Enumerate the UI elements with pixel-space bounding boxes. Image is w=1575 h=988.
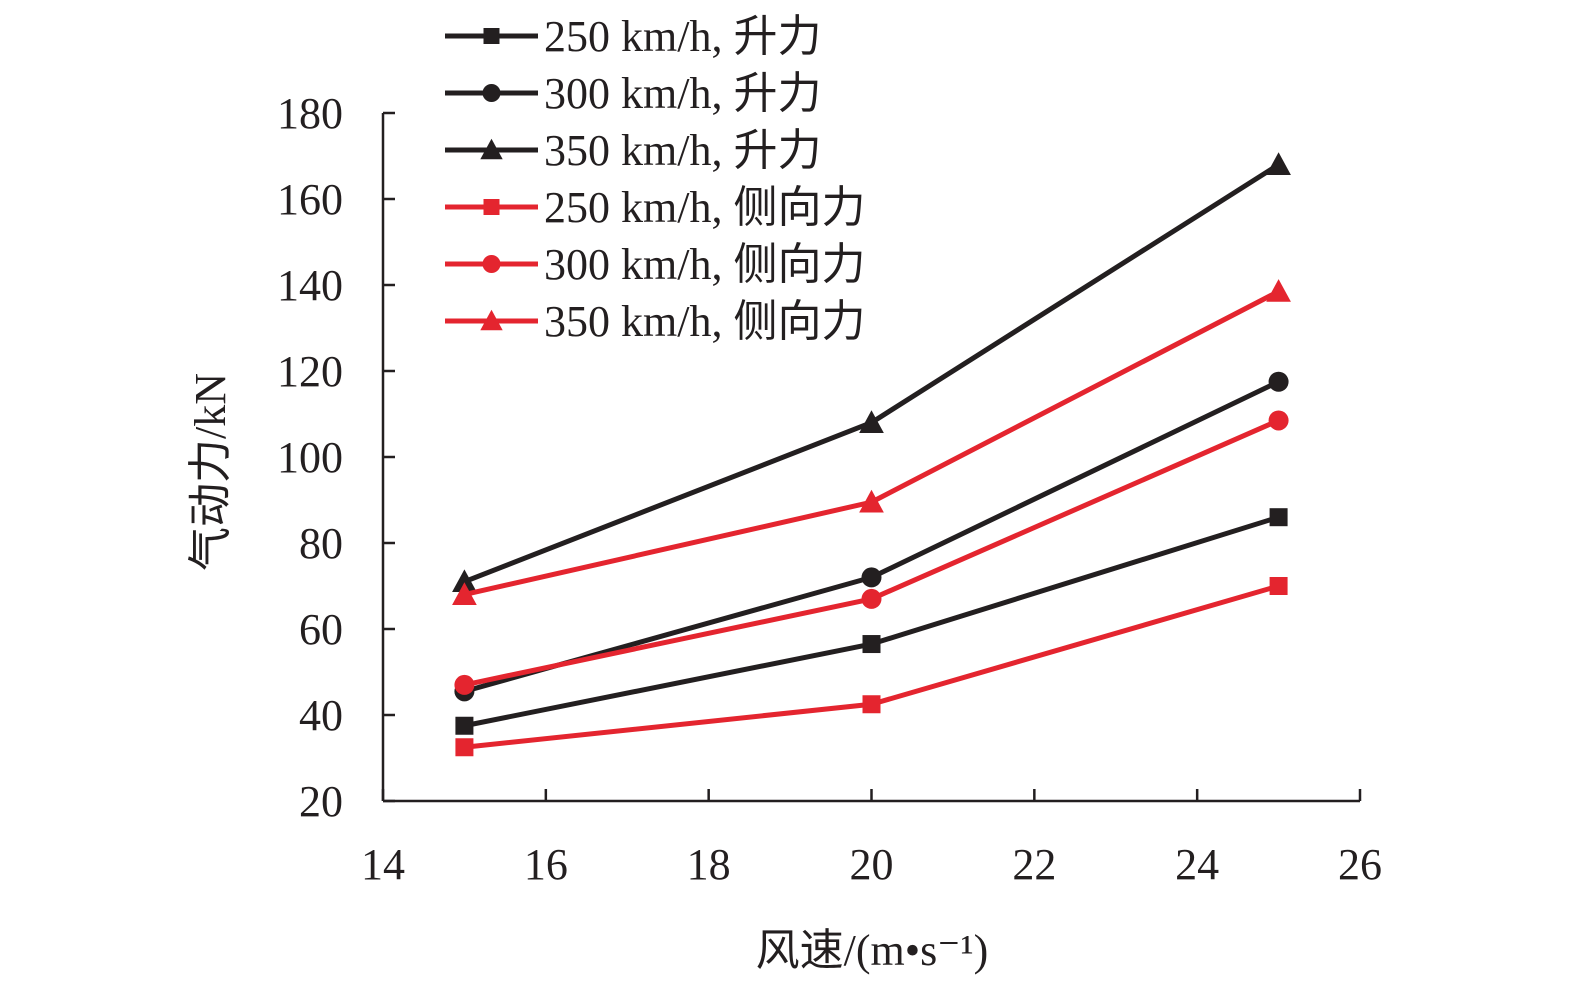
triangle-marker xyxy=(480,309,503,331)
circle-marker xyxy=(861,567,882,588)
triangle-marker xyxy=(1266,279,1291,302)
legend-label: 350 km/h, 侧向力 xyxy=(544,297,865,346)
triangle-marker xyxy=(1266,152,1291,175)
legend-label: 300 km/h, 升力 xyxy=(544,69,821,118)
y-tick-label: 140 xyxy=(277,261,343,310)
legend-item: 300 km/h, 升力 xyxy=(445,69,821,118)
triangle-marker xyxy=(480,138,503,160)
y-tick-label: 100 xyxy=(277,433,343,482)
y-axis-title: 气动力/kN xyxy=(186,373,235,571)
square-marker xyxy=(455,716,474,735)
triangle-marker xyxy=(859,489,884,513)
series-4 xyxy=(455,577,1288,757)
x-tick-label: 18 xyxy=(687,840,731,889)
y-tick-label: 60 xyxy=(299,605,343,654)
square-marker xyxy=(483,28,500,44)
series-5 xyxy=(454,410,1289,695)
circle-marker xyxy=(861,588,882,609)
square-marker xyxy=(1269,577,1288,595)
triangle-marker xyxy=(452,569,477,593)
x-tick-label: 24 xyxy=(1175,840,1219,889)
circle-marker xyxy=(482,255,501,273)
y-tick-label: 160 xyxy=(277,175,343,224)
legend-item: 250 km/h, 侧向力 xyxy=(445,183,865,232)
legend-label: 250 km/h, 升力 xyxy=(544,12,821,61)
square-marker xyxy=(1269,508,1288,527)
series-layer xyxy=(452,152,1291,757)
x-axis-title: 风速/(m•s⁻¹) xyxy=(756,926,989,975)
triangle-marker xyxy=(859,410,884,433)
legend: 250 km/h, 升力 300 km/h, 升力 350 km/h, 升力 250 … xyxy=(445,12,865,346)
y-tick-label: 180 xyxy=(277,89,343,138)
legend-label: 300 km/h, 侧向力 xyxy=(544,240,865,289)
x-tick-label: 16 xyxy=(524,840,568,889)
y-tick-label: 40 xyxy=(299,691,343,740)
series-6 xyxy=(452,279,1291,605)
legend-item: 350 km/h, 升力 xyxy=(445,126,821,175)
legend-item: 250 km/h, 升力 xyxy=(445,12,821,61)
legend-label: 350 km/h, 升力 xyxy=(544,126,821,175)
triangle-marker xyxy=(452,582,477,605)
circle-marker xyxy=(454,674,475,695)
y-tick-label: 80 xyxy=(299,519,343,568)
x-tick-label: 20 xyxy=(850,840,894,889)
square-marker xyxy=(483,199,500,215)
x-tick-label: 14 xyxy=(361,840,405,889)
x-tick-label: 26 xyxy=(1338,840,1382,889)
square-marker xyxy=(862,635,881,654)
circle-marker xyxy=(1268,371,1289,392)
square-marker xyxy=(862,695,881,714)
legend-label: 250 km/h, 侧向力 xyxy=(544,183,865,232)
circle-marker xyxy=(1268,410,1289,431)
square-marker xyxy=(455,738,474,757)
x-tick-label: 22 xyxy=(1012,840,1056,889)
legend-item: 350 km/h, 侧向力 xyxy=(445,297,865,346)
series-line xyxy=(464,583,1280,750)
y-tick-label: 120 xyxy=(277,347,343,396)
circle-marker xyxy=(482,84,501,102)
series-3 xyxy=(452,152,1291,593)
ticks: 14 16 18 20 22 24 26 20 40 60 80 100 120 140 160 180 xyxy=(277,89,1382,889)
y-tick-label: 20 xyxy=(299,777,343,826)
series-1 xyxy=(455,508,1288,735)
legend-item: 300 km/h, 侧向力 xyxy=(445,240,865,289)
